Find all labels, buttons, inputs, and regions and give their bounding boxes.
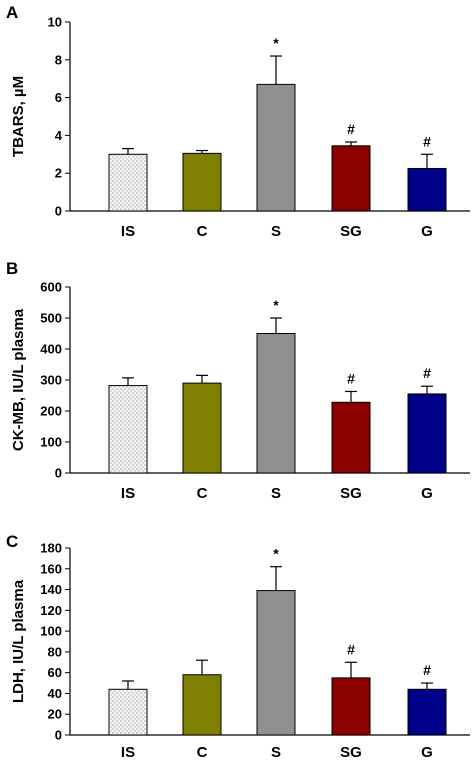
y-tick-label: 2 — [55, 166, 62, 181]
y-axis-title: LDH, IU/L plasma — [10, 579, 27, 703]
y-tick-label: 4 — [55, 128, 63, 143]
y-tick-label: 0 — [55, 204, 62, 219]
x-tick-label: C — [197, 223, 208, 240]
bar-g — [407, 688, 447, 736]
bar-sg — [331, 677, 371, 736]
bar-g — [407, 167, 447, 212]
y-tick-label: 600 — [40, 280, 62, 295]
y-tick-label: 120 — [40, 603, 62, 618]
y-axis-title: TBARS, µM — [10, 76, 27, 157]
significance-marker: # — [347, 370, 355, 386]
bar-g — [407, 393, 447, 474]
y-tick-label: 180 — [40, 541, 62, 556]
y-tick-label: 0 — [55, 466, 62, 481]
x-tick-label: C — [197, 485, 208, 502]
y-tick-label: 60 — [48, 665, 62, 680]
significance-marker: # — [347, 641, 355, 657]
y-tick-label: 8 — [55, 52, 62, 67]
y-tick-label: 80 — [48, 644, 62, 659]
y-axis-title: CK-MB, IU/L plasma — [10, 308, 27, 451]
bar-s — [256, 590, 296, 736]
significance-marker: * — [273, 546, 279, 562]
x-tick-label: IS — [121, 744, 135, 761]
bar-sg — [331, 401, 371, 474]
chart-panel-c: C 0 20 40 60 80 100 120 140 160 180 LDH, IU/L plasm… — [6, 532, 470, 761]
bar-c — [182, 152, 222, 212]
panel-label: B — [6, 259, 18, 278]
x-tick-label: SG — [340, 223, 362, 240]
y-tick-label: 500 — [40, 311, 62, 326]
chart-panel-a: A 0 2 4 6 8 10 TBARS, µM IS C * S # SG # G — [6, 3, 470, 240]
y-tick-label: 200 — [40, 404, 62, 419]
bar-sg — [331, 145, 371, 212]
y-tick-label: 400 — [40, 342, 62, 357]
y-tick-label: 300 — [40, 373, 62, 388]
chart-panel-b: B 0 100 200 300 400 500 600 CK-MB, IU/L plasma IS… — [6, 259, 470, 502]
bar-is — [108, 153, 148, 212]
significance-marker: # — [347, 121, 355, 137]
y-tick-label: 20 — [48, 707, 62, 722]
y-tick-label: 100 — [40, 624, 62, 639]
significance-marker: * — [273, 297, 279, 313]
x-tick-label: S — [271, 744, 281, 761]
x-tick-label: IS — [121, 223, 135, 240]
bar-is — [108, 385, 148, 474]
x-tick-label: G — [421, 485, 433, 502]
bar-c — [182, 382, 222, 474]
y-tick-label: 6 — [55, 90, 62, 105]
x-tick-label: S — [271, 485, 281, 502]
panel-label: A — [6, 3, 18, 22]
significance-marker: * — [273, 35, 279, 51]
x-tick-label: SG — [340, 485, 362, 502]
y-tick-label: 0 — [55, 728, 62, 743]
significance-marker: # — [423, 662, 431, 678]
bar-c — [182, 674, 222, 736]
x-tick-label: SG — [340, 744, 362, 761]
x-tick-label: G — [421, 223, 433, 240]
x-tick-label: C — [197, 744, 208, 761]
y-tick-label: 10 — [48, 15, 62, 30]
y-tick-label: 160 — [40, 561, 62, 576]
y-tick-label: 140 — [40, 582, 62, 597]
bar-s — [256, 83, 296, 212]
x-tick-label: G — [421, 744, 433, 761]
significance-marker: # — [423, 133, 431, 149]
bar-is — [108, 688, 148, 736]
x-tick-label: IS — [121, 485, 135, 502]
y-tick-label: 100 — [40, 435, 62, 450]
significance-marker: # — [423, 365, 431, 381]
x-tick-label: S — [271, 223, 281, 240]
bar-s — [256, 333, 296, 474]
panel-label: C — [6, 532, 18, 551]
y-tick-label: 40 — [48, 686, 62, 701]
